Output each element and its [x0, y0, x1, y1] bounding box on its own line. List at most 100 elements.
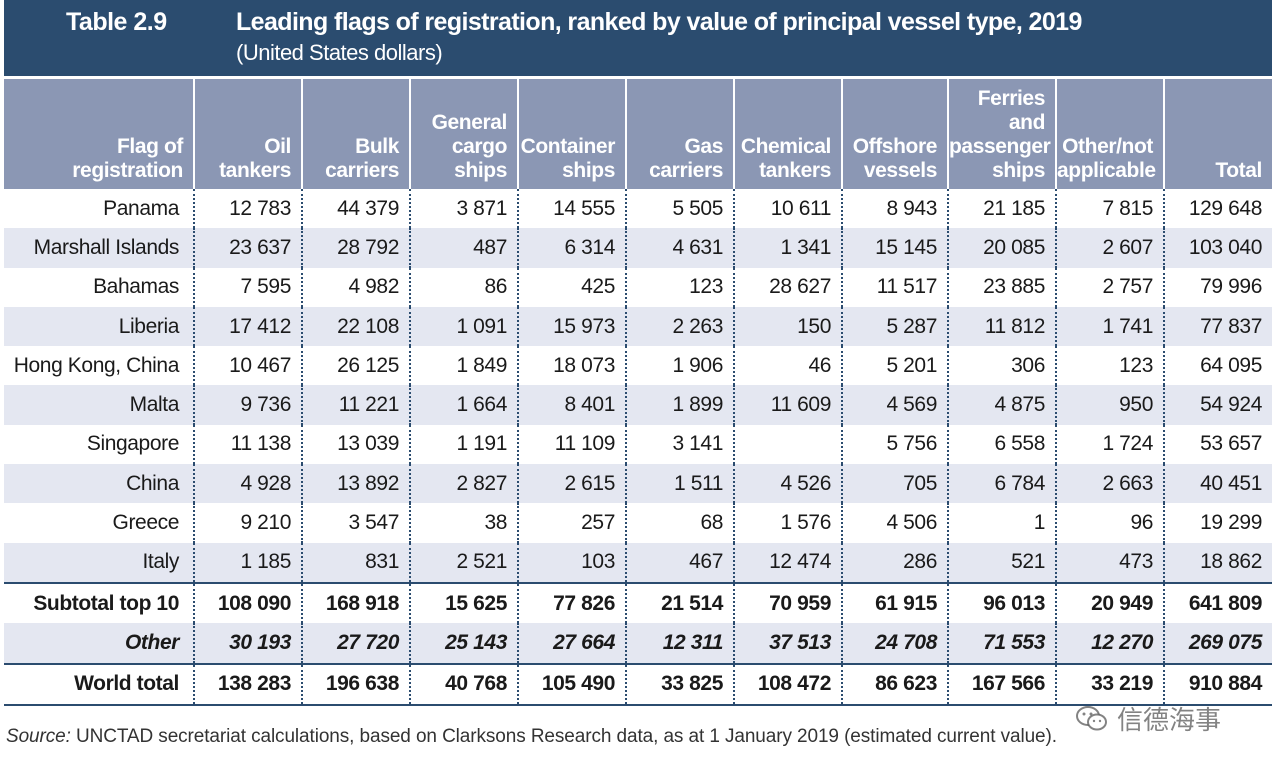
- value-cell: 108 472: [734, 662, 843, 706]
- value-cell: 1 724: [1056, 424, 1165, 465]
- value-cell: [734, 424, 843, 465]
- table-body: Panama 12 783 44 379 3 871 14 555 5 505 10 611…: [4, 189, 1272, 706]
- value-cell: 64 095: [1200, 353, 1262, 377]
- value-cell: 6 784: [948, 464, 1057, 504]
- row-label-cell: Subtotal top 10: [4, 581, 195, 624]
- wechat-icon: [1076, 705, 1107, 730]
- value-cell: 5 756: [842, 424, 949, 465]
- table-row: Marshall Islands 23 637 28 792 487 6 314 4 63…: [4, 228, 1272, 268]
- subtotal-row: Subtotal top 10 108 090 168 918 15 625 77 82…: [4, 581, 1272, 624]
- value-cell: 27 664: [518, 623, 627, 664]
- value-cell: 3 871: [410, 189, 519, 229]
- value-cell: 1 741: [1056, 306, 1165, 347]
- value-cell: 19 299: [1200, 511, 1262, 535]
- value-cell: 53 657: [1200, 432, 1262, 456]
- value-cell: 79 996: [1200, 275, 1262, 299]
- value-cell: 54 924: [1164, 385, 1272, 425]
- value-cell: 30 193: [194, 623, 303, 664]
- value-cell: 33 825: [626, 662, 735, 706]
- other-row: Other 30 193 27 720 25 143 27 664 12 311 37 51…: [4, 623, 1272, 664]
- value-cell: 8 401: [518, 385, 627, 425]
- value-cell: 108 090: [194, 581, 303, 624]
- value-cell: 15 145: [842, 228, 949, 268]
- value-cell: 306: [948, 346, 1057, 386]
- value-cell: 5 287: [842, 306, 949, 347]
- table-row: Panama 12 783 44 379 3 871 14 555 5 505 10 611…: [4, 189, 1272, 229]
- value-cell: 86 623: [842, 662, 949, 706]
- value-cell: 7 815: [1056, 189, 1165, 229]
- value-cell: 13 892: [302, 464, 411, 504]
- value-cell: 2 607: [1056, 228, 1165, 268]
- row-label-cell: Liberia: [4, 306, 195, 347]
- table-row: Hong Kong, China 10 467 26 125 1 849 18 073 1…: [4, 346, 1272, 386]
- value-cell: 61 915: [842, 581, 949, 624]
- row-label-cell: World total: [4, 662, 195, 706]
- value-cell: 4 526: [734, 464, 843, 504]
- value-cell: 425: [518, 267, 627, 307]
- value-cell: 77 826: [518, 581, 627, 624]
- table-row: Singapore 11 138 13 039 1 191 11 109 3 141 5 7…: [4, 424, 1272, 465]
- value-cell: 2 663: [1056, 464, 1165, 504]
- value-cell: 24 708: [842, 623, 949, 664]
- value-cell: 68: [626, 503, 735, 543]
- value-cell: 2 757: [1056, 267, 1165, 307]
- table-row: Bahamas 7 595 4 982 86 425 123 28 627 11 517 23 …: [4, 267, 1272, 307]
- value-cell: 12 474: [734, 542, 843, 583]
- value-cell: 4 875: [948, 385, 1057, 425]
- value-cell: 11 138: [194, 424, 303, 465]
- value-cell: 33 219: [1056, 662, 1165, 706]
- value-cell: 950: [1056, 385, 1165, 425]
- table-number: Table 2.9: [66, 8, 167, 36]
- value-cell: 167 566: [948, 662, 1057, 706]
- value-cell: 12 270: [1056, 623, 1165, 664]
- value-cell: 4 506: [842, 503, 949, 543]
- value-cell: 18 862: [1164, 542, 1272, 583]
- value-cell: 28 627: [734, 267, 843, 307]
- value-cell: 150: [734, 306, 843, 347]
- value-cell: 2 615: [518, 464, 627, 504]
- value-cell: 6 314: [518, 228, 627, 268]
- value-cell: 5 505: [626, 189, 735, 229]
- table-row: Malta 9 736 11 221 1 664 8 401 1 899 11 609 4 5…: [4, 385, 1272, 425]
- value-cell: 467: [626, 542, 735, 583]
- value-cell: 10 611: [734, 189, 843, 229]
- value-cell: 13 039: [302, 424, 411, 465]
- value-cell: 70 959: [734, 581, 843, 624]
- value-cell: 9 210: [194, 503, 303, 543]
- column-header: Container ships: [518, 79, 627, 189]
- column-header: Other/not applicable: [1056, 79, 1165, 189]
- value-cell: 11 609: [734, 385, 843, 425]
- value-cell: 641 809: [1164, 581, 1272, 624]
- column-header: Total: [1164, 79, 1272, 189]
- value-cell: 1 191: [410, 424, 519, 465]
- table-header-row: Flag of registration Oil tankers Bulk carrier…: [4, 79, 1272, 189]
- value-cell: 1 185: [194, 542, 303, 583]
- value-cell: 105 490: [518, 662, 627, 706]
- value-cell: 11 221: [302, 385, 411, 425]
- value-cell: 18 073: [518, 346, 627, 386]
- value-cell: 9 736: [194, 385, 303, 425]
- column-header: General cargo ships: [410, 79, 519, 189]
- value-cell: 123: [1056, 346, 1165, 386]
- row-label-cell: Other: [4, 623, 195, 664]
- row-label-cell: Greece: [4, 503, 195, 543]
- value-cell: 96: [1056, 503, 1165, 543]
- value-cell: 4 928: [194, 464, 303, 504]
- column-header: Ferries and passenger ships: [948, 79, 1057, 189]
- value-cell: 20 949: [1056, 581, 1165, 624]
- source-text: UNCTAD secretariat calculations, based o…: [70, 726, 1057, 747]
- value-cell: 21 514: [626, 581, 735, 624]
- value-cell: 6 558: [948, 424, 1057, 465]
- watermark: 信德海事: [1075, 700, 1221, 737]
- value-cell: 23 885: [948, 267, 1057, 307]
- value-cell: 4 631: [626, 228, 735, 268]
- source-label: Source:: [6, 726, 71, 747]
- table-row: Liberia 17 412 22 108 1 091 15 973 2 263 150 5 …: [4, 306, 1272, 347]
- value-cell: 23 637: [194, 228, 303, 268]
- column-header: Offshore vessels: [842, 79, 949, 189]
- value-cell: 40 451: [1164, 464, 1272, 504]
- table-subtitle: (United States dollars): [236, 40, 443, 65]
- value-cell: 8 943: [842, 189, 949, 229]
- value-cell: 12 783: [194, 189, 303, 229]
- value-cell: 14 555: [518, 189, 627, 229]
